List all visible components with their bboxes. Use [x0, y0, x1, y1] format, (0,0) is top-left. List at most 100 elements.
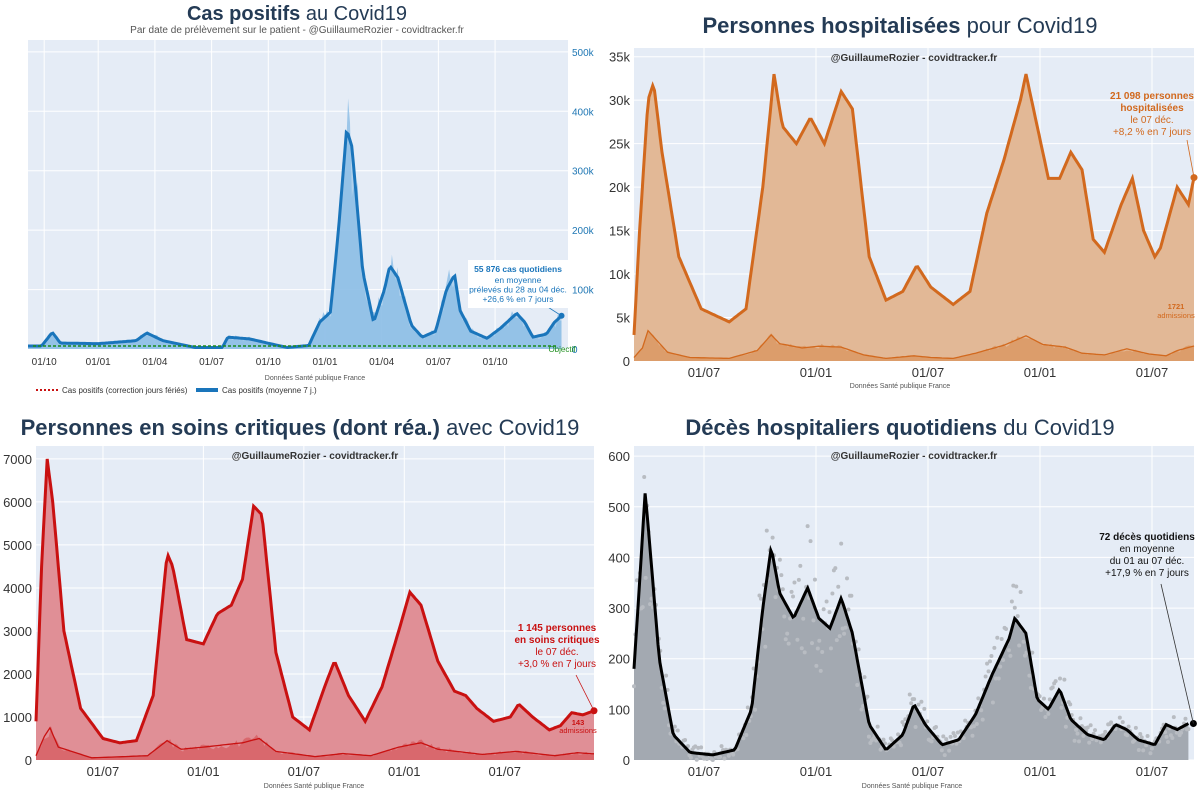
daily-death-dot — [802, 650, 807, 655]
daily-death-dot — [1144, 743, 1149, 748]
daily-death-dot — [958, 729, 963, 734]
daily-death-dot — [812, 577, 817, 582]
chart-title-rest: avec Covid19 — [440, 415, 579, 440]
daily-death-dot — [1043, 715, 1048, 720]
daily-death-dot — [1037, 694, 1042, 699]
daily-death-dot — [1109, 720, 1114, 725]
daily-death-dot — [1027, 673, 1032, 678]
daily-death-dot — [710, 758, 715, 762]
daily-death-dot — [1058, 676, 1063, 681]
daily-death-dot — [664, 673, 669, 678]
daily-death-dot — [798, 563, 803, 568]
hosp-area — [634, 74, 1194, 361]
x-tick-label: 01/10 — [483, 357, 508, 368]
chart-title-bold: Décès hospitaliers quotidiens — [685, 415, 997, 440]
y-tick-label: 2000 — [3, 667, 32, 682]
y-tick-label: 10k — [609, 267, 630, 282]
daily-death-dot — [845, 576, 850, 581]
chart-source: Données Santé publique France — [850, 383, 951, 390]
daily-death-dot — [985, 661, 990, 666]
daily-death-dot — [1050, 685, 1055, 690]
chart-title-bold: Cas positifs — [187, 3, 300, 25]
daily-death-dot — [1053, 679, 1058, 684]
chart-title-bold: Personnes en soins critiques (dont réa.) — [21, 415, 440, 440]
y-tick-label: 100 — [608, 702, 630, 717]
daily-death-dot — [789, 589, 794, 594]
daily-death-dot — [817, 638, 822, 643]
daily-death-dot — [862, 675, 867, 680]
daily-death-dot — [980, 717, 985, 722]
daily-death-dot — [998, 664, 1003, 669]
y-tick-label: 0 — [572, 345, 578, 356]
chart-title: Personnes hospitalisées pour Covid19 — [703, 13, 1098, 38]
daily-death-dot — [830, 591, 835, 596]
annotation-box — [468, 260, 568, 308]
x-tick-label: 01/01 — [1024, 365, 1057, 380]
daily-death-dot — [1125, 733, 1130, 738]
daily-death-dot — [974, 721, 979, 726]
daily-death-dot — [786, 641, 791, 646]
y-tick-label: 300 — [608, 601, 630, 616]
daily-death-dot — [1014, 584, 1019, 589]
daily-death-dot — [836, 584, 841, 589]
daily-death-dot — [1072, 738, 1077, 743]
daily-death-dot — [694, 757, 699, 762]
daily-death-dot — [632, 684, 636, 689]
daily-death-dot — [961, 736, 966, 741]
daily-death-dot — [780, 587, 785, 592]
legend-label: Cas positifs (correction jours fériés) — [62, 386, 188, 395]
cases-avg-area — [28, 132, 562, 349]
daily-death-dot — [1076, 739, 1081, 744]
chart-subtitle: Par date de prélèvement sur le patient -… — [130, 25, 464, 36]
chart-panel-3: Personnes en soins critiques (dont réa.)… — [3, 415, 600, 790]
annotation-line: le 07 déc. — [1130, 115, 1173, 126]
y-tick-label: 1000 — [3, 710, 32, 725]
daily-death-dot — [1008, 653, 1013, 658]
daily-death-dot — [954, 741, 959, 746]
daily-death-dot — [1004, 626, 1009, 631]
hosp-line — [632, 73, 1196, 335]
daily-death-dot — [1074, 727, 1079, 732]
daily-death-dot — [1164, 734, 1169, 739]
daily-death-dot — [827, 610, 832, 615]
chart-panel-2: Personnes hospitalisées pour Covid19 0 5k 1… — [609, 13, 1198, 390]
daily-death-dot — [903, 717, 908, 722]
icu-area — [36, 458, 594, 760]
daily-death-dot — [1075, 731, 1080, 736]
chart-source: Données Santé publique France — [264, 783, 365, 790]
daily-death-dot — [983, 674, 988, 679]
daily-death-dot — [1046, 711, 1051, 716]
daily-death-dot — [947, 748, 952, 753]
daily-death-dot — [745, 705, 750, 710]
daily-death-dot — [782, 614, 787, 619]
daily-death-dot — [820, 650, 825, 655]
daily-death-dot — [792, 580, 797, 585]
daily-death-dot — [1126, 724, 1131, 729]
annotation-line: +8,2 % en 7 jours — [1113, 127, 1191, 138]
x-tick-label: 01/07 — [912, 764, 945, 779]
x-tick-label: 01/07 — [288, 764, 321, 779]
y-tick-label: 100k — [572, 286, 595, 297]
daily-death-dot — [1090, 736, 1095, 741]
x-tick-label: 01/10 — [256, 357, 281, 368]
y-tick-label: 0 — [623, 753, 630, 768]
daily-death-dot — [662, 706, 667, 711]
y-tick-label: 15k — [609, 224, 630, 239]
cases-avg-line — [28, 129, 563, 350]
daily-death-dot — [1047, 697, 1052, 702]
annotation-bold: 21 098 personnes — [1110, 91, 1194, 102]
chart-title-rest: pour Covid19 — [961, 13, 1098, 38]
daily-death-dot — [939, 748, 944, 753]
daily-death-dot — [1030, 650, 1035, 655]
y-tick-label: 20k — [609, 180, 630, 195]
daily-death-dot — [1087, 740, 1092, 745]
daily-death-dot — [785, 631, 790, 636]
daily-death-dot — [1117, 715, 1122, 720]
y-tick-label: 500k — [572, 48, 595, 59]
annotation-line: en moyenne — [495, 275, 542, 285]
admissions-line — [633, 329, 1195, 360]
daily-death-dot — [702, 756, 707, 761]
daily-death-dot — [1098, 740, 1103, 745]
daily-death-dot — [866, 734, 871, 739]
daily-death-dot — [704, 756, 709, 761]
